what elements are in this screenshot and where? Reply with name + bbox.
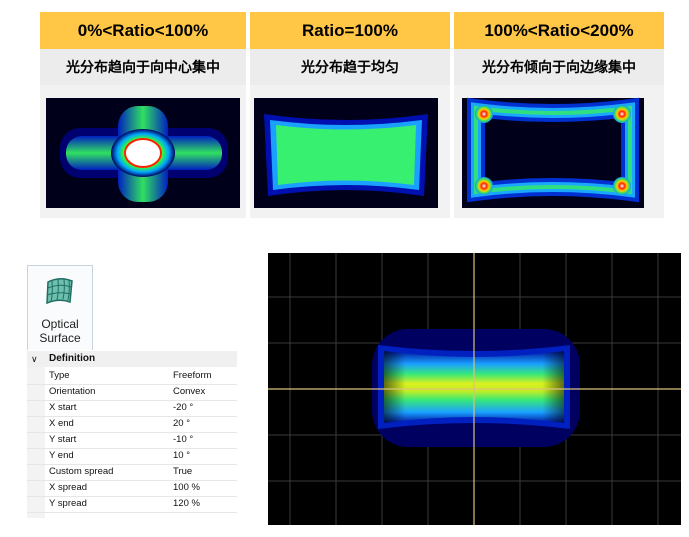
ratio-description: 光分布趋于均匀 <box>250 49 450 85</box>
property-row[interactable]: X end 20 ° <box>27 416 237 433</box>
property-row[interactable]: X start -20 ° <box>27 400 237 417</box>
column-divider <box>450 12 454 218</box>
property-key: Y spread <box>49 498 87 509</box>
ratio-column-high: 100%<Ratio<200% 光分布倾向于向边缘集中 <box>454 12 664 218</box>
ratio-header: Ratio=100% <box>250 12 450 49</box>
optical-surface-label: Optical Surface <box>39 317 81 345</box>
property-key: X start <box>49 402 77 413</box>
optical-surface-button[interactable]: Optical Surface <box>27 265 93 353</box>
property-value[interactable]: Freeform <box>173 370 212 381</box>
ratio-header: 0%<Ratio<100% <box>40 12 246 49</box>
ratio-column-equal: Ratio=100% 光分布趋于均匀 <box>250 12 450 218</box>
property-value[interactable]: Convex <box>173 386 206 397</box>
optical-surface-icon <box>46 278 73 305</box>
property-key: Type <box>49 370 70 381</box>
beam-pattern-image <box>454 92 664 218</box>
property-row[interactable]: Type Freeform <box>27 368 237 385</box>
property-key: Y start <box>49 434 77 445</box>
beam-simulation-view <box>268 253 681 525</box>
ratio-comparison-table: 0%<Ratio<100% 光分布趋向于向中心集中 <box>40 12 664 218</box>
property-grid: ∨ Definition Type Freeform Orientation Con… <box>27 350 237 518</box>
property-value[interactable]: -20 ° <box>173 402 194 413</box>
property-row[interactable]: X spread 100 % <box>27 480 237 497</box>
property-row[interactable]: Y spread 120 % <box>27 496 237 513</box>
chevron-down-icon[interactable]: ∨ <box>31 354 38 364</box>
ratio-header: 100%<Ratio<200% <box>454 12 664 49</box>
property-key: Custom spread <box>49 466 114 477</box>
property-row[interactable]: Y start -10 ° <box>27 432 237 449</box>
property-value[interactable]: 120 % <box>173 498 200 509</box>
property-value[interactable]: 20 ° <box>173 418 191 429</box>
property-key: Y end <box>49 450 74 461</box>
definition-section-header[interactable]: ∨ Definition <box>27 351 237 367</box>
property-value[interactable]: True <box>173 466 193 477</box>
crosshair <box>268 253 681 525</box>
ratio-column-low: 0%<Ratio<100% 光分布趋向于向中心集中 <box>40 12 246 218</box>
property-row[interactable]: Custom spread True <box>27 464 237 481</box>
property-key: Orientation <box>49 386 96 397</box>
property-row[interactable]: Orientation Convex <box>27 384 237 401</box>
property-row[interactable]: Y end 10 ° <box>27 448 237 465</box>
section-title: Definition <box>49 353 96 364</box>
beam-pattern-image <box>40 92 246 218</box>
property-value[interactable]: -10 ° <box>173 434 194 445</box>
ratio-description: 光分布倾向于向边缘集中 <box>454 49 664 85</box>
property-key: X spread <box>49 482 88 493</box>
ratio-description: 光分布趋向于向中心集中 <box>40 49 246 85</box>
property-value[interactable]: 100 % <box>173 482 200 493</box>
beam-pattern-image <box>250 92 450 218</box>
property-key: X end <box>49 418 74 429</box>
property-value[interactable]: 10 ° <box>173 450 191 461</box>
column-divider <box>246 12 250 218</box>
